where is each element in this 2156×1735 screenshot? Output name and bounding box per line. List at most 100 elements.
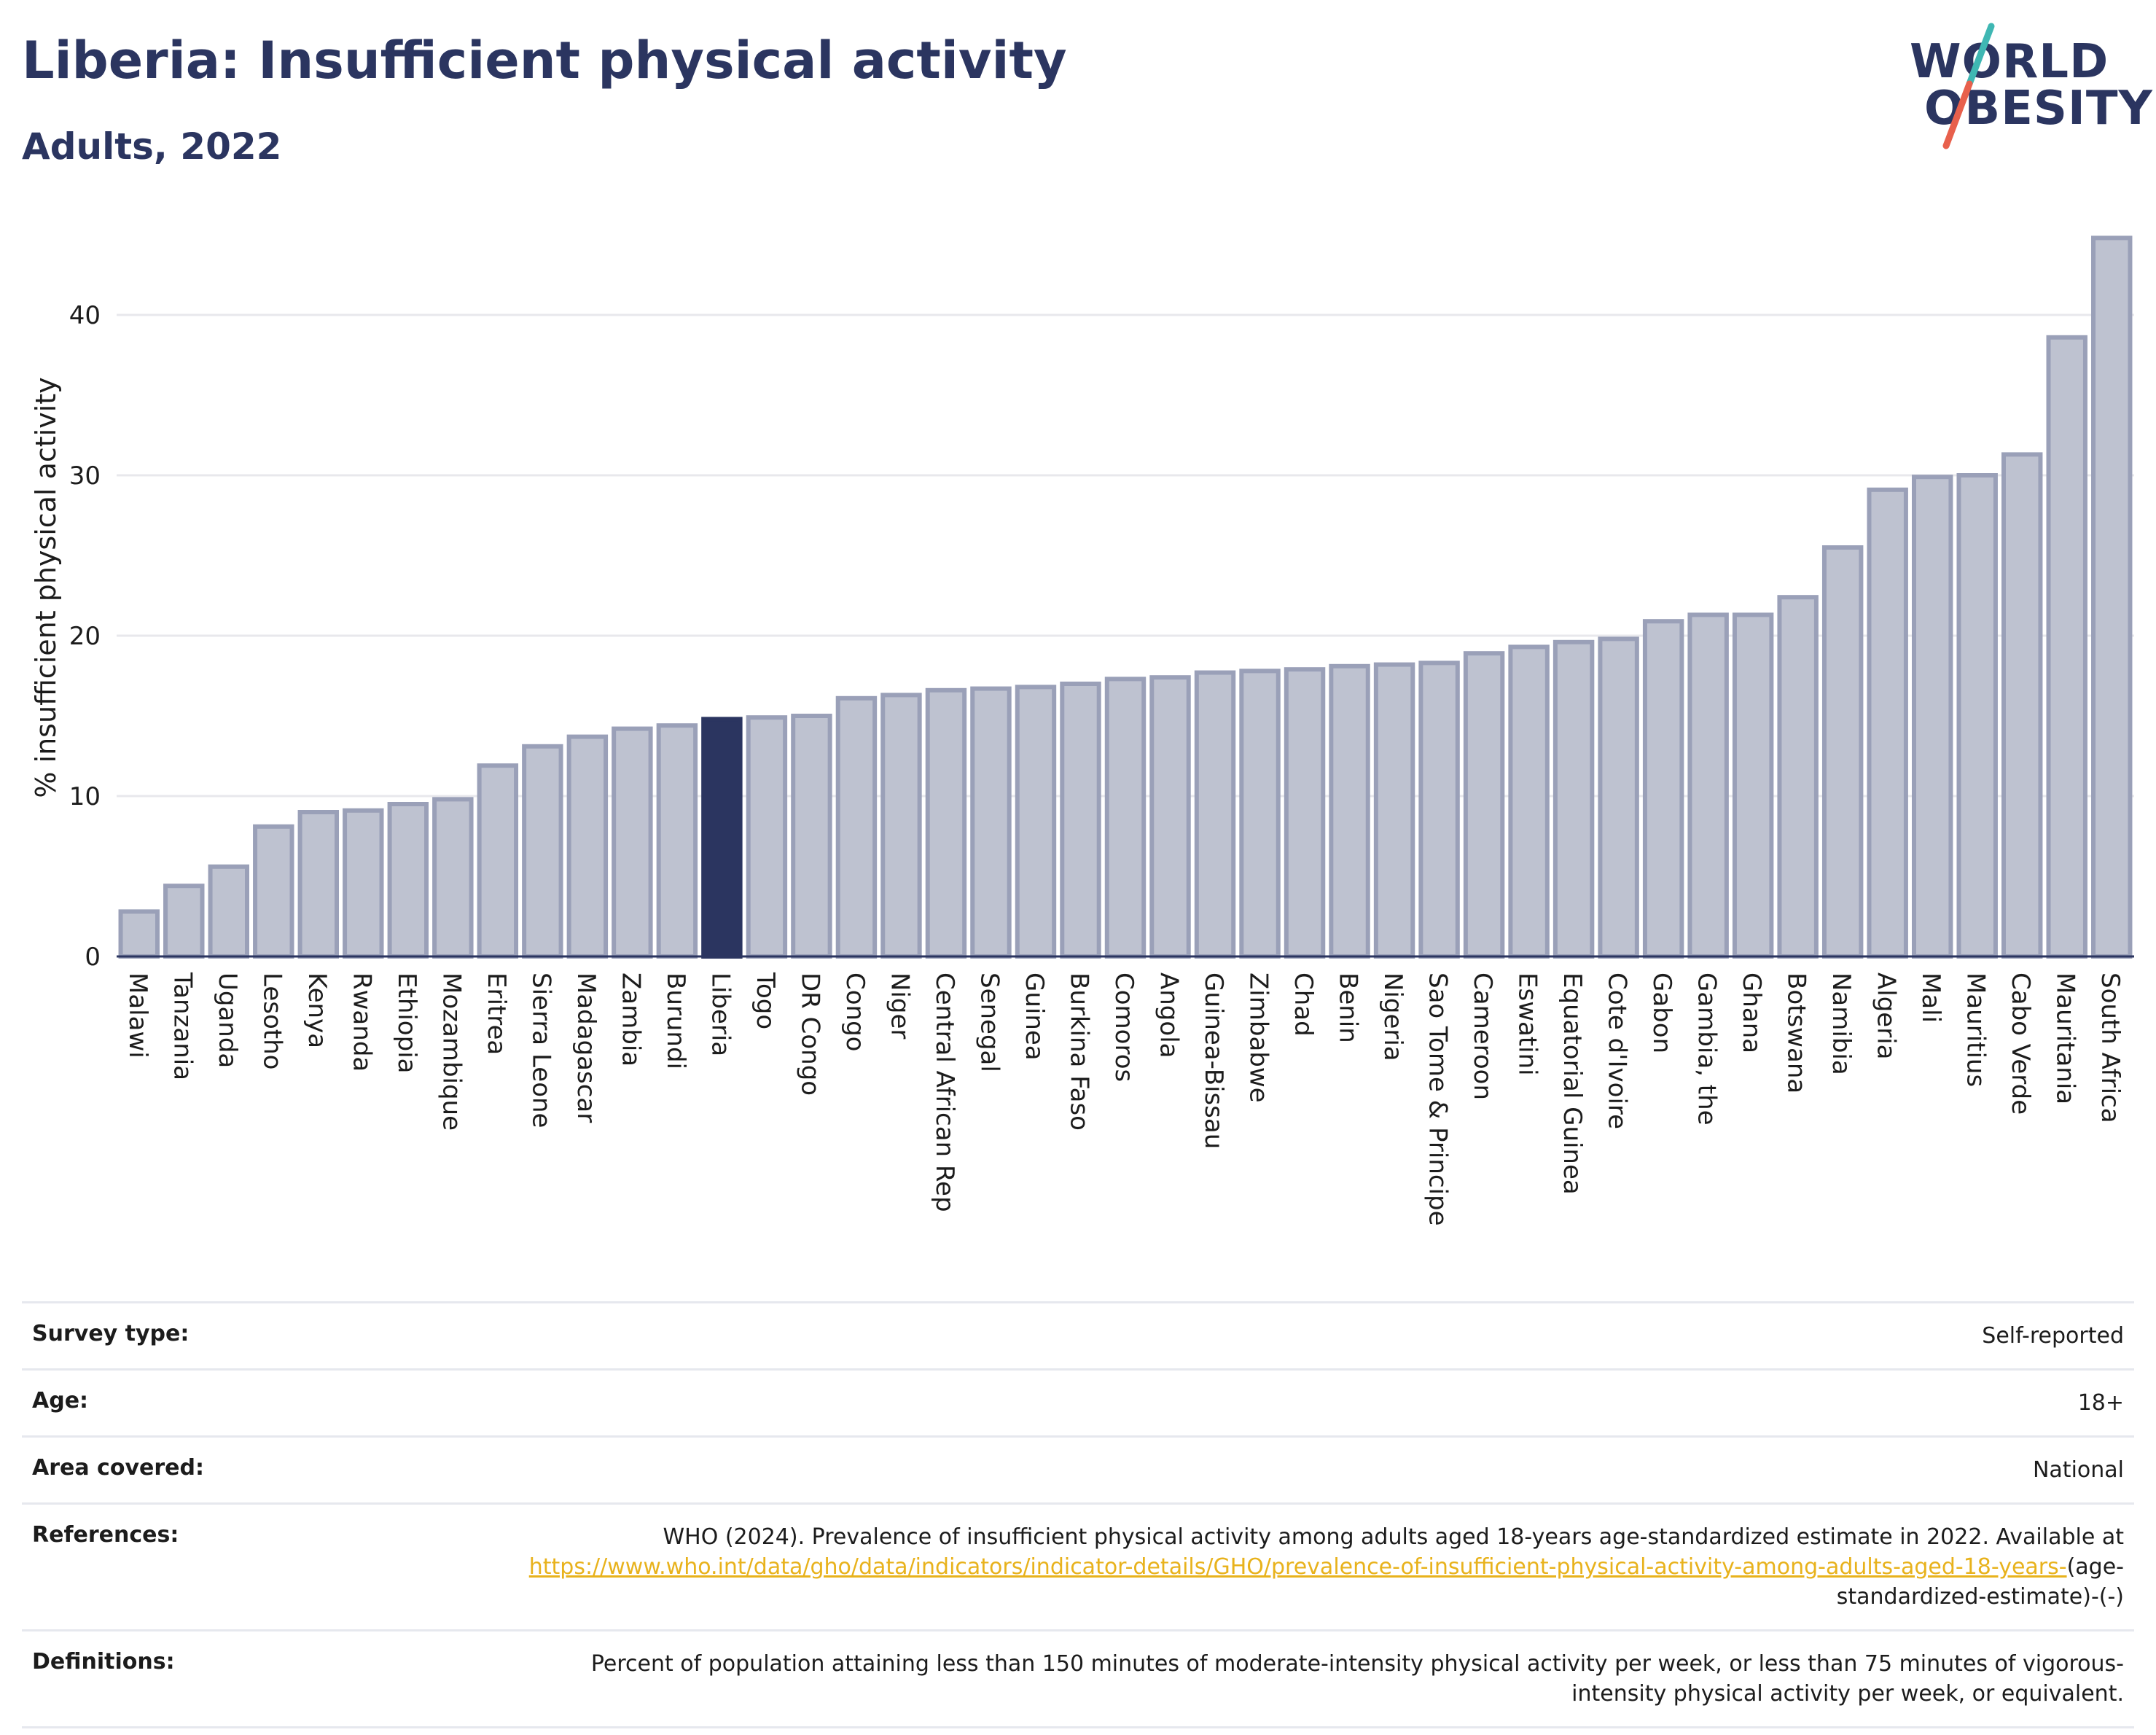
x-tick-label: Zimbabwe: [1244, 972, 1273, 1103]
bar: [297, 810, 340, 959]
x-tick-label: Uganda: [213, 972, 242, 1068]
bar: [1598, 636, 1639, 959]
chart-title: Liberia: Insufficient physical activity: [22, 31, 1067, 90]
bar: [746, 715, 788, 959]
x-tick-label: Ghana: [1737, 972, 1766, 1053]
x-tick-label: Chad: [1289, 972, 1318, 1037]
x-tick-label: Rwanda: [347, 972, 376, 1072]
x-tick-label: Gambia, the: [1692, 972, 1722, 1126]
survey-type-value: Self-reported: [1982, 1323, 2124, 1349]
y-tick-label: 40: [69, 301, 101, 330]
bar: [566, 734, 609, 959]
x-tick-label: Eswatini: [1513, 972, 1542, 1076]
x-tick-label: Liberia: [706, 972, 735, 1056]
references-link[interactable]: https://www.who.int/data/gho/data/indica…: [528, 1554, 2067, 1580]
bar: [1239, 668, 1281, 959]
bar: [1104, 677, 1147, 959]
x-tick-label: Benin: [1334, 972, 1363, 1043]
x-tick-label: Sierra Leone: [526, 972, 555, 1128]
bar: [208, 864, 249, 959]
bar: [1284, 667, 1326, 959]
info-row-age: Age: 18+: [22, 1368, 2134, 1435]
bar: [1508, 644, 1550, 959]
bar: [2001, 452, 2043, 959]
bar: [1911, 475, 1953, 959]
survey-type-label: Survey type:: [32, 1321, 190, 1346]
age-value: 18+: [2077, 1390, 2124, 1416]
y-tick-label: 0: [85, 943, 101, 972]
x-tick-label: Equatorial Guinea: [1558, 972, 1587, 1195]
x-tick-label: Cameroon: [1468, 972, 1497, 1100]
info-table: Survey type: Self-reported Age: 18+ Area…: [22, 1301, 2134, 1728]
x-tick-label: Guinea: [1020, 972, 1049, 1061]
definitions-label: Definitions:: [32, 1649, 175, 1674]
bar: [1821, 545, 1864, 959]
logo-word-world: WORLD: [1910, 35, 2109, 89]
x-tick-label: Ethiopia: [392, 972, 421, 1073]
x-tick-label: Mauritius: [1961, 972, 1991, 1087]
references-label: References:: [32, 1522, 179, 1548]
bar: [2091, 235, 2133, 959]
bar: [1552, 639, 1595, 959]
bar: [1015, 685, 1057, 959]
x-tick-label: Malawi: [123, 972, 152, 1058]
x-tick-label: Algeria: [1872, 972, 1901, 1059]
y-tick-label: 20: [69, 622, 101, 651]
bar: [163, 884, 205, 959]
x-tick-label: DR Congo: [795, 972, 824, 1096]
x-tick-label: Zambia: [616, 972, 645, 1067]
x-tick-label: Sao Tome & Principe: [1423, 972, 1453, 1226]
x-tick-label: Tanzania: [168, 972, 197, 1080]
x-tick-label: Congo: [840, 972, 870, 1051]
bar: [1149, 675, 1191, 959]
bar: [2046, 335, 2087, 959]
bar: [925, 687, 967, 959]
x-tick-label: Botswana: [1782, 972, 1811, 1093]
y-tick-label: 10: [69, 782, 101, 811]
bar: [970, 686, 1012, 959]
bar: [1194, 670, 1236, 959]
x-tick-label: Kenya: [302, 972, 332, 1048]
x-tick-label: Lesotho: [257, 972, 286, 1069]
age-label: Age:: [32, 1388, 89, 1414]
bar: [1777, 595, 1819, 959]
bar: [1642, 619, 1684, 959]
x-tick-label: Comoros: [1109, 972, 1138, 1082]
bar: [835, 695, 878, 959]
bar: [1732, 612, 1774, 959]
x-tick-label: Cote d'Ivoire: [1603, 972, 1632, 1129]
bar: [343, 808, 384, 959]
bar: [1463, 651, 1505, 959]
chart-subtitle: Adults, 2022: [22, 125, 282, 168]
x-tick-label: Namibia: [1827, 972, 1856, 1075]
axis-labels: 0 10 20 30 40 Malawi Tanzania Uganda Lesotho Keny…: [30, 301, 2125, 1226]
bar: [1060, 682, 1101, 959]
references-text: WHO (2024). Prevalence of insufficient p…: [663, 1524, 2124, 1550]
x-tick-label: Burkina Faso: [1064, 972, 1093, 1131]
bar: [1329, 663, 1370, 959]
info-row-references: References: WHO (2024). Prevalence of in…: [22, 1502, 2134, 1629]
x-tick-label: Eritrea: [482, 972, 511, 1055]
world-obesity-logo: WORLD OBESITY: [1895, 22, 2152, 160]
x-tick-label: Central African Rep: [930, 972, 959, 1212]
bar: [118, 909, 160, 959]
bar: [1956, 473, 1998, 959]
bar: [791, 714, 832, 959]
bar: [612, 726, 653, 959]
bar: [387, 802, 429, 959]
bar-chart: 0 10 20 30 40 Malawi Tanzania Uganda Lesotho Keny…: [30, 235, 2134, 1226]
x-tick-label: Togo: [751, 972, 780, 1029]
x-tick-label: Burundi: [661, 972, 690, 1069]
bar: [1867, 487, 1908, 959]
bar: [1687, 612, 1729, 959]
info-row-survey-type: Survey type: Self-reported: [22, 1301, 2134, 1368]
x-tick-label: Niger: [885, 972, 914, 1039]
bar: [656, 723, 698, 959]
x-tick-label: Mauritania: [2051, 972, 2080, 1104]
y-axis-title: % insufficient physical activity: [30, 377, 62, 798]
bar: [1418, 660, 1460, 959]
area-label: Area covered:: [32, 1455, 204, 1481]
bar-highlighted: [701, 717, 743, 959]
x-tick-label: Guinea-Bissau: [1199, 972, 1228, 1149]
references-suffix: (age-standardized-estimate)-(-): [1836, 1554, 2124, 1610]
